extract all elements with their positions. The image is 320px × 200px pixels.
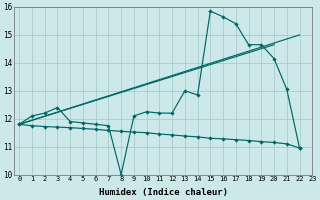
X-axis label: Humidex (Indice chaleur): Humidex (Indice chaleur) xyxy=(99,188,228,197)
